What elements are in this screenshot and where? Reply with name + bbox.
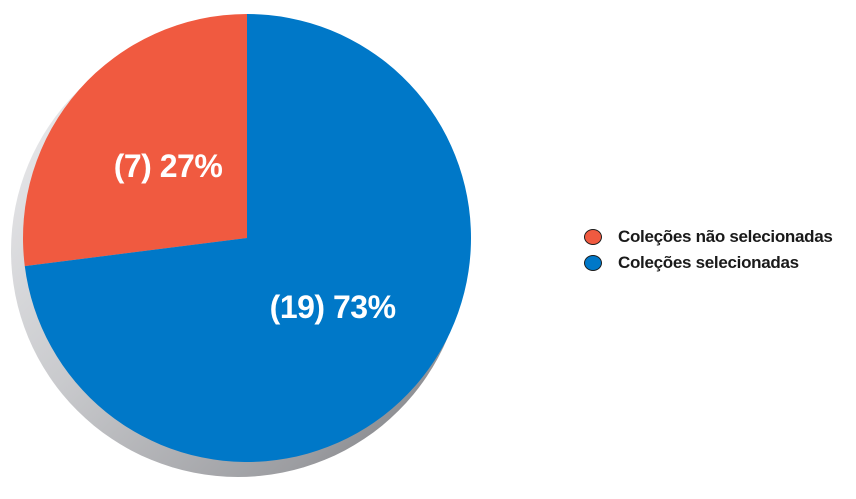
legend-label: Coleções selecionadas [618, 253, 799, 272]
legend-swatch-blue [584, 255, 602, 271]
pie-labels: (7) 27% (19) 73% [114, 148, 396, 325]
pie-slice [23, 14, 247, 267]
pie-slice [24, 13, 472, 463]
slice-data-label: (7) 27% [114, 148, 223, 184]
legend-swatch-orange [584, 229, 602, 245]
legend: Coleções não selecionadas Coleções selec… [584, 224, 833, 276]
legend-label: Coleções não selecionadas [618, 227, 833, 246]
slice-data-label: (19) 73% [270, 289, 396, 325]
legend-item-nao-selecionadas: Coleções não selecionadas [584, 224, 833, 250]
legend-item-selecionadas: Coleções selecionadas [584, 250, 833, 276]
pie-slices [23, 13, 472, 463]
